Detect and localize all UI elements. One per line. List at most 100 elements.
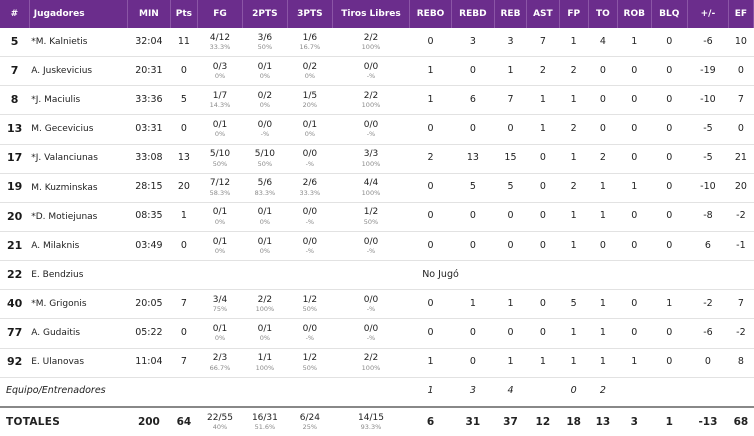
player-rebd: 1 (451, 289, 495, 320)
player-rebo: 1 (409, 348, 452, 378)
player-ft: 0/0 -% (332, 231, 410, 262)
player-name[interactable]: A. Juskevicius (29, 56, 128, 87)
player-to: 0 (588, 231, 618, 262)
totals-3pts-pct: 25% (302, 422, 318, 431)
player-rebd: 0 (451, 231, 495, 262)
player-blq: 0 (651, 85, 688, 116)
player-3pts: 1/2 50% (287, 289, 333, 320)
player-blq: 0 (651, 144, 688, 174)
header-cell[interactable]: EF (728, 0, 754, 28)
player-2pts-made: 1/1 (257, 353, 273, 364)
player-name[interactable]: M. Gecevicius (29, 114, 128, 145)
player-rob: 1 (617, 173, 651, 203)
header-cell[interactable]: REBO (409, 0, 452, 28)
player-ef: -2 (728, 318, 754, 349)
player-fg-made: 1/7 (212, 90, 228, 101)
player-3pts-made: 2/6 (302, 178, 318, 189)
player-2pts-made: 0/1 (257, 207, 273, 218)
header-cell[interactable]: FP (559, 0, 589, 28)
player-name[interactable]: M. Kuzminskas (29, 173, 128, 203)
totals-2pts-pct: 51.6% (254, 422, 276, 431)
team-blq (651, 377, 688, 408)
header-cell[interactable]: 3PTS (287, 0, 333, 28)
header-cell[interactable]: REB (494, 0, 528, 28)
player-name[interactable]: *M. Kalnietis (29, 28, 128, 58)
table-row: 77 A. Gudaitis 05:22 0 0/1 0% 0/1 0% 0/0 -% 0/0 -% 0… (0, 318, 754, 349)
player-name[interactable]: A. Gudaitis (29, 318, 128, 349)
player-name[interactable]: *J. Maciulis (29, 85, 128, 116)
totals-ft: 14/15 93.3% (332, 405, 410, 436)
player-plus-minus: 0 (687, 348, 729, 378)
player-name[interactable]: E. Bendzius (29, 260, 128, 291)
player-ft-made: 2/2 (363, 90, 379, 101)
player-ast: 0 (526, 202, 560, 232)
header-cell[interactable]: ROB (617, 0, 652, 28)
player-name[interactable]: A. Milaknis (29, 231, 128, 262)
header-cell[interactable]: Tiros Libres (332, 0, 411, 28)
player-3pts-made: 0/0 (302, 207, 318, 218)
player-number: 22 (0, 260, 30, 291)
header-cell[interactable]: 2PTS (242, 0, 288, 28)
header-cell[interactable]: Pts (170, 0, 199, 28)
player-points: 0 (170, 56, 198, 87)
totals-2pts: 16/31 51.6% (242, 405, 288, 436)
header-cell[interactable]: FG (197, 0, 243, 28)
player-name[interactable]: *D. Motiejunas (29, 202, 128, 232)
header-cell[interactable]: # (0, 0, 30, 28)
player-ft: 0/0 -% (332, 56, 410, 87)
player-fp: 1 (559, 85, 589, 116)
player-fg-pct: 50% (212, 159, 228, 168)
player-name[interactable]: E. Ulanovas (29, 348, 128, 378)
totals-pts: 64 (170, 405, 198, 436)
player-fg: 0/1 0% (197, 318, 243, 349)
header-cell[interactable]: REBD (451, 0, 495, 28)
player-2pts: 0/1 0% (242, 56, 288, 87)
header-cell[interactable]: TO (588, 0, 619, 28)
team-row-label: Equipo/Entrenadores (0, 377, 410, 408)
player-3pts-made: 0/1 (302, 120, 318, 131)
player-rebo: 0 (409, 231, 452, 262)
team-pm (687, 377, 729, 408)
player-name[interactable]: *J. Valanciunas (29, 144, 128, 174)
player-fg-made: 3/4 (212, 294, 228, 305)
player-3pts-pct: -% (305, 159, 315, 168)
header-cell[interactable]: Jugadores (29, 0, 128, 28)
header-cell[interactable]: +/- (687, 0, 729, 28)
player-2pts: 0/2 0% (242, 85, 288, 116)
player-2pts: 0/1 0% (242, 202, 288, 232)
player-points: 0 (170, 114, 198, 145)
player-fp: 1 (559, 202, 589, 232)
header-cell[interactable]: AST (526, 0, 560, 28)
header-cell[interactable]: BLQ (651, 0, 689, 28)
player-ft-made: 0/0 (363, 236, 379, 247)
player-rob: 0 (617, 289, 651, 320)
player-reb: 0 (494, 114, 527, 145)
player-ef: 0 (728, 114, 754, 145)
player-3pts-pct: 50% (302, 363, 318, 372)
player-fp: 2 (559, 56, 589, 87)
player-ft-pct: 100% (361, 43, 381, 51)
player-to: 1 (588, 348, 618, 378)
player-fg: 2/3 66.7% (197, 348, 243, 378)
player-ft-pct: -% (366, 334, 376, 343)
player-ft: 2/2 100% (332, 348, 410, 378)
player-rebd: 0 (451, 114, 495, 145)
totals-ef: 68 (728, 405, 754, 436)
player-rebd: 0 (451, 348, 495, 378)
player-plus-minus: -10 (687, 85, 729, 116)
player-rob: 0 (617, 144, 651, 174)
player-rob: 1 (617, 348, 651, 378)
player-rebo: 0 (409, 173, 452, 203)
player-name[interactable]: *M. Grigonis (29, 289, 128, 320)
player-ft-made: 0/0 (363, 61, 379, 72)
header-cell[interactable]: MIN (127, 0, 171, 28)
player-minutes: 08:35 (127, 202, 171, 232)
player-minutes: 03:31 (127, 114, 171, 145)
totals-rebo: 6 (409, 405, 452, 436)
player-ft-made: 2/2 (363, 353, 379, 364)
totals-fg-pct: 40% (212, 422, 228, 431)
player-2pts-pct: 50% (257, 43, 273, 51)
player-ast: 2 (526, 56, 560, 87)
player-rob: 0 (617, 114, 651, 145)
player-3pts-pct: 50% (302, 305, 318, 314)
